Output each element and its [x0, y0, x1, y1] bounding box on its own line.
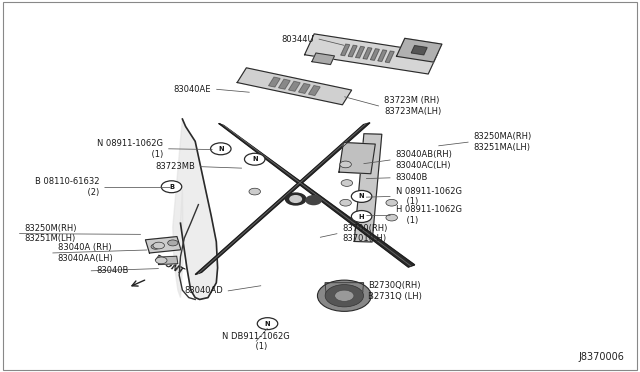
Circle shape — [340, 199, 351, 206]
Text: 83040B: 83040B — [396, 173, 428, 182]
Circle shape — [285, 193, 306, 205]
Text: 83723M (RH)
83723MA(LH): 83723M (RH) 83723MA(LH) — [384, 96, 441, 116]
Circle shape — [351, 211, 372, 222]
Polygon shape — [363, 48, 372, 59]
Polygon shape — [308, 86, 320, 95]
Polygon shape — [195, 123, 370, 275]
Polygon shape — [397, 38, 442, 62]
Polygon shape — [157, 256, 178, 264]
Text: 83250MA(RH)
83251MA(LH): 83250MA(RH) 83251MA(LH) — [474, 132, 532, 152]
Circle shape — [244, 153, 265, 165]
Circle shape — [156, 257, 167, 264]
Polygon shape — [385, 51, 394, 62]
Text: 83040A (RH)
83040AA(LH): 83040A (RH) 83040AA(LH) — [58, 243, 113, 263]
Circle shape — [341, 180, 353, 186]
Circle shape — [335, 290, 354, 301]
Circle shape — [306, 196, 321, 205]
Circle shape — [153, 242, 164, 249]
Polygon shape — [305, 34, 438, 74]
Text: N: N — [265, 321, 270, 327]
Text: N DB911-1062G
    (1): N DB911-1062G (1) — [222, 331, 290, 352]
Text: 83723MB: 83723MB — [156, 162, 195, 171]
Text: N 08911-1062G
    (1): N 08911-1062G (1) — [97, 139, 163, 159]
Circle shape — [151, 244, 160, 249]
Circle shape — [340, 161, 351, 168]
Text: 83250M(RH)
83251M(LH): 83250M(RH) 83251M(LH) — [24, 224, 77, 244]
Polygon shape — [219, 124, 415, 267]
Circle shape — [317, 280, 371, 311]
Polygon shape — [371, 49, 380, 60]
Circle shape — [161, 181, 182, 193]
Polygon shape — [299, 84, 310, 93]
Polygon shape — [412, 46, 427, 55]
Text: B 08110-61632
    (2): B 08110-61632 (2) — [35, 177, 99, 197]
Circle shape — [351, 190, 372, 202]
Circle shape — [386, 214, 397, 221]
Text: H: H — [359, 214, 364, 219]
Polygon shape — [354, 134, 382, 242]
Text: N: N — [359, 193, 364, 199]
Polygon shape — [289, 81, 300, 91]
Polygon shape — [312, 53, 335, 64]
Polygon shape — [348, 45, 357, 57]
Text: H 08911-1062G
    (1): H 08911-1062G (1) — [396, 205, 461, 225]
Text: 83040B: 83040B — [96, 266, 129, 275]
Circle shape — [249, 188, 260, 195]
Text: 83700(RH)
83701(LH): 83700(RH) 83701(LH) — [342, 224, 388, 244]
Circle shape — [257, 318, 278, 330]
Text: B2730Q(RH)
B2731Q (LH): B2730Q(RH) B2731Q (LH) — [368, 281, 422, 301]
Text: FRONT: FRONT — [153, 254, 186, 277]
Polygon shape — [356, 46, 364, 58]
Polygon shape — [269, 77, 280, 87]
Polygon shape — [279, 79, 290, 89]
Text: B: B — [169, 184, 174, 190]
Text: 83040AD: 83040AD — [184, 286, 223, 295]
Circle shape — [211, 143, 231, 155]
Text: 83040AE: 83040AE — [173, 85, 211, 94]
Text: J8370006: J8370006 — [578, 352, 624, 362]
Circle shape — [168, 240, 178, 246]
Circle shape — [386, 199, 397, 206]
Polygon shape — [237, 68, 351, 105]
Polygon shape — [339, 142, 375, 174]
Polygon shape — [325, 283, 364, 298]
Polygon shape — [173, 119, 218, 299]
Text: N: N — [252, 156, 257, 162]
Polygon shape — [145, 237, 181, 253]
Polygon shape — [341, 44, 349, 55]
Text: 80344U: 80344U — [281, 35, 314, 44]
Text: N: N — [218, 146, 223, 152]
Circle shape — [290, 196, 301, 202]
Circle shape — [325, 285, 364, 307]
Polygon shape — [378, 50, 387, 61]
Text: 83040AB(RH)
83040AC(LH): 83040AB(RH) 83040AC(LH) — [396, 150, 452, 170]
Text: N 08911-1062G
    (1): N 08911-1062G (1) — [396, 186, 461, 206]
